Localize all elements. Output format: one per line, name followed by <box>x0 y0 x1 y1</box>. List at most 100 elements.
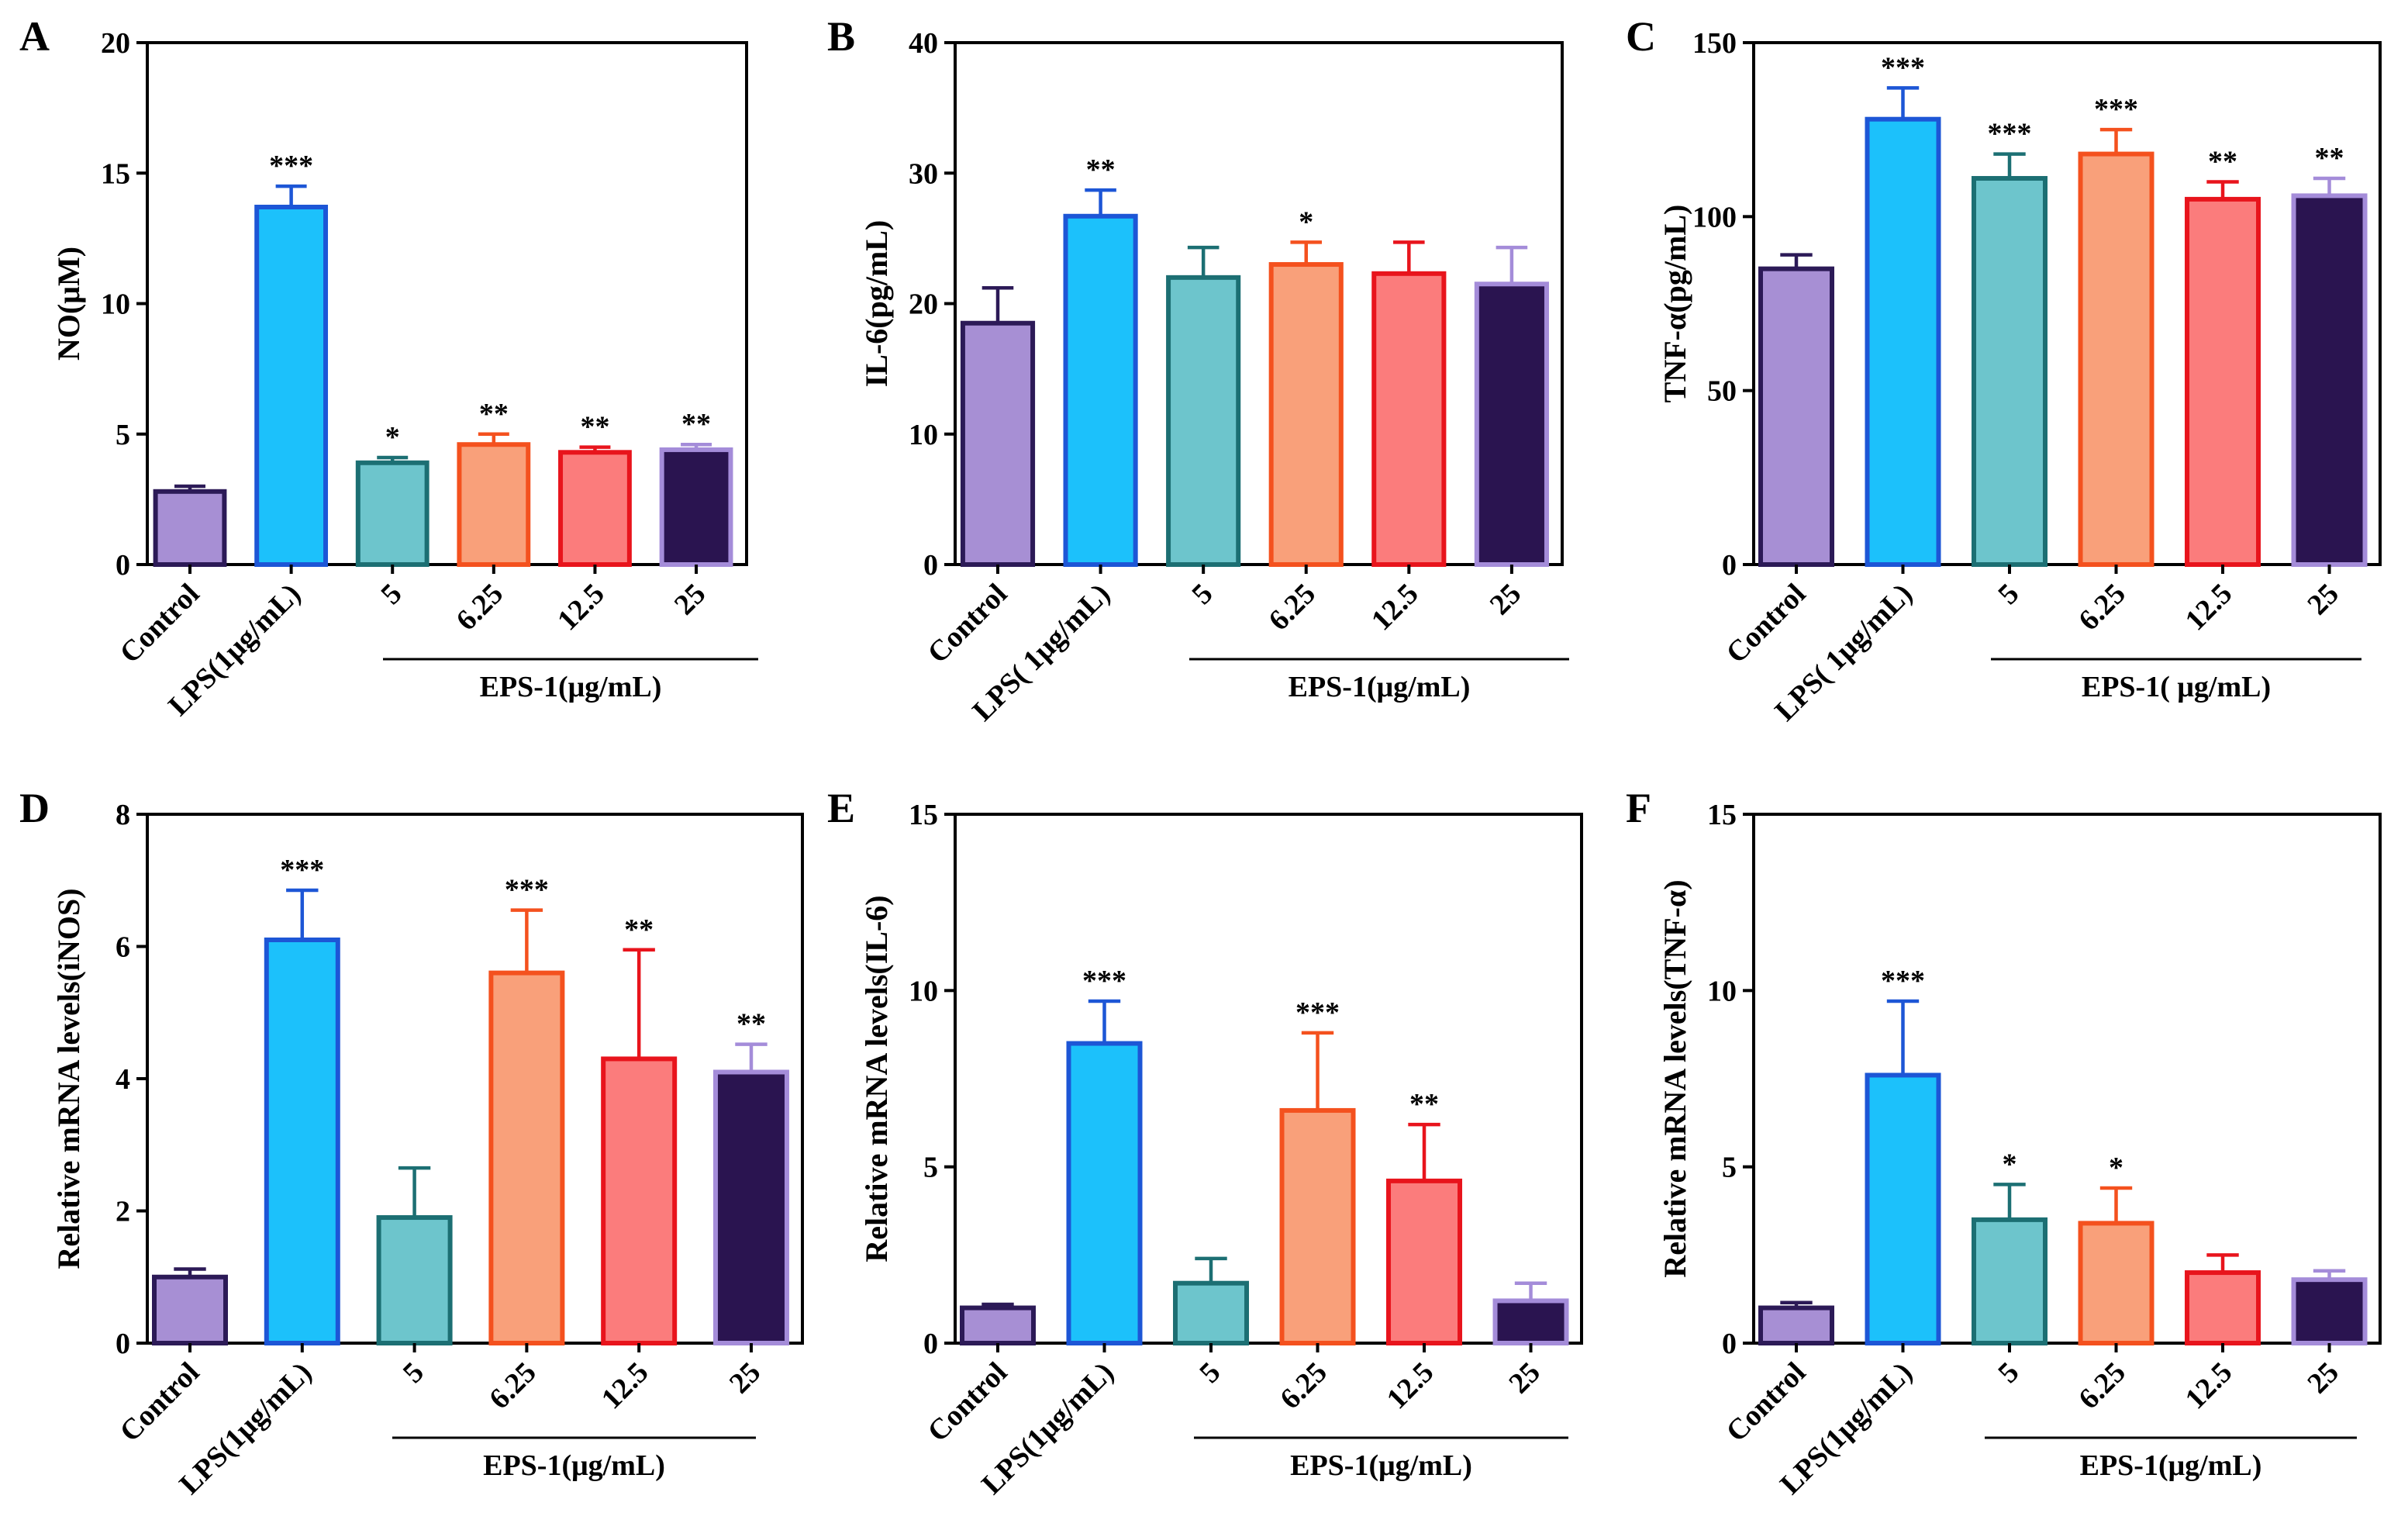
significance-label: *** <box>1988 118 2032 150</box>
panel-letter: C <box>1626 13 1656 60</box>
x-tick-label: 5 <box>1193 1356 1226 1390</box>
bar-a-2 <box>355 460 430 568</box>
significance-label: ** <box>681 408 711 440</box>
x-tick-label: 6.25 <box>450 578 509 637</box>
x-tick-label: 25 <box>723 1356 768 1401</box>
x-tick-label: 25 <box>668 578 712 622</box>
significance-label: * <box>1299 206 1313 238</box>
y-tick-label: 0 <box>1722 549 1737 582</box>
significance-label: *** <box>1881 965 1925 997</box>
bar-b-1 <box>1063 213 1138 567</box>
bar-e-2 <box>1173 1280 1250 1345</box>
y-tick-label: 15 <box>909 799 938 831</box>
bar-d-2 <box>376 1215 453 1346</box>
y-tick-label: 5 <box>116 419 130 451</box>
y-tick-label: 5 <box>1722 1152 1737 1184</box>
y-tick-label: 40 <box>909 27 938 60</box>
bar-f-1 <box>1865 1072 1941 1346</box>
group-label: EPS-1(μg/mL) <box>2080 1449 2262 1482</box>
x-tick-label: 25 <box>1484 578 1528 622</box>
y-axis-label: Relative mRNA levels(iNOS) <box>51 888 86 1269</box>
x-tick-label: 12.5 <box>551 578 611 637</box>
x-tick-label: 12.5 <box>1365 578 1425 637</box>
y-tick-label: 0 <box>116 549 130 582</box>
plot-frame <box>1752 41 2382 566</box>
bar-d-1 <box>264 937 340 1345</box>
group-label: EPS-1(μg/mL) <box>483 1449 665 1482</box>
x-tick-label: 12.5 <box>1381 1356 1440 1416</box>
bar-a-4 <box>558 450 632 567</box>
bar-a-0 <box>153 489 227 568</box>
y-axis-label: NO(μM) <box>51 247 86 361</box>
panel-f: F 0 5 10 15 Relative mRNA levels(TNF-α) Contro… <box>1626 785 2382 1501</box>
x-tick-label: 25 <box>2301 578 2345 622</box>
y-tick-label: 10 <box>101 288 130 321</box>
bar-b-3 <box>1268 262 1344 567</box>
y-axis-label: TNF-α(pg/mL) <box>1658 205 1692 403</box>
bar-e-5 <box>1492 1298 1569 1345</box>
bar-b-2 <box>1166 275 1241 567</box>
x-tick-label: 6.25 <box>2072 1356 2132 1416</box>
bar-e-1 <box>1066 1041 1143 1345</box>
y-tick-label: 4 <box>116 1063 130 1096</box>
y-tick-label: 10 <box>1707 975 1737 1007</box>
bar-c-3 <box>2078 151 2154 568</box>
y-tick-label: 15 <box>101 157 130 190</box>
plot-frame <box>954 813 1583 1345</box>
bar-d-5 <box>712 1069 789 1345</box>
panel-letter: D <box>19 785 50 831</box>
significance-label: ** <box>479 398 509 430</box>
bar-d-3 <box>488 970 565 1345</box>
significance-label: * <box>2109 1152 2123 1184</box>
group-label: EPS-1(μg/mL) <box>1290 1449 1472 1482</box>
x-tick-label: 5 <box>397 1356 430 1390</box>
significance-label: ** <box>1409 1088 1439 1121</box>
significance-label: ** <box>580 411 609 444</box>
plot-frame <box>1752 813 2382 1345</box>
x-tick-label: Control <box>922 578 1014 670</box>
significance-label: *** <box>1295 996 1340 1029</box>
panel-letter: F <box>1626 785 1651 831</box>
y-tick-label: 8 <box>116 799 130 831</box>
y-tick-label: 6 <box>116 931 130 964</box>
x-tick-label: 6.25 <box>2072 578 2132 637</box>
y-tick-label: 10 <box>909 419 938 451</box>
significance-label: *** <box>505 874 549 907</box>
bar-c-5 <box>2291 193 2368 567</box>
significance-label: *** <box>1082 965 1126 997</box>
y-tick-label: 30 <box>909 157 938 190</box>
significance-label: *** <box>1881 51 1925 84</box>
y-tick-label: 20 <box>101 27 130 60</box>
bar-d-0 <box>152 1274 228 1345</box>
x-tick-label: 6.25 <box>1274 1356 1333 1416</box>
significance-label: * <box>2003 1148 2017 1180</box>
significance-label: ** <box>624 914 654 946</box>
y-tick-label: 15 <box>1707 799 1737 831</box>
panel-letter: E <box>827 785 855 831</box>
y-tick-label: 150 <box>1692 27 1737 60</box>
x-tick-label: 25 <box>2301 1356 2345 1401</box>
y-tick-label: 50 <box>1707 375 1737 408</box>
y-tick-label: 20 <box>909 288 938 321</box>
significance-label: ** <box>737 1008 766 1041</box>
bar-f-4 <box>2185 1270 2261 1345</box>
group-label: EPS-1(μg/mL) <box>1289 671 1471 703</box>
x-tick-label: 12.5 <box>595 1356 655 1416</box>
panel-d: D 0 2 4 6 8 Relative mRNA levels(iNOS) Control *… <box>19 785 804 1501</box>
y-tick-label: 0 <box>1722 1328 1737 1360</box>
x-tick-label: Control <box>114 1356 206 1449</box>
bar-e-4 <box>1386 1178 1463 1346</box>
bar-f-3 <box>2078 1221 2154 1345</box>
x-tick-label: Control <box>922 1356 1014 1449</box>
y-tick-label: 5 <box>923 1152 938 1184</box>
x-tick-label: 6.25 <box>483 1356 543 1416</box>
group-label: EPS-1(μg/mL) <box>480 671 662 703</box>
bar-f-0 <box>1758 1305 1834 1345</box>
y-axis-label: Relative mRNA levels(IL-6) <box>859 895 894 1262</box>
x-tick-label: 12.5 <box>2179 578 2239 637</box>
plot-frame <box>146 41 748 566</box>
bar-c-2 <box>1972 175 2048 567</box>
y-tick-label: 100 <box>1692 201 1737 233</box>
